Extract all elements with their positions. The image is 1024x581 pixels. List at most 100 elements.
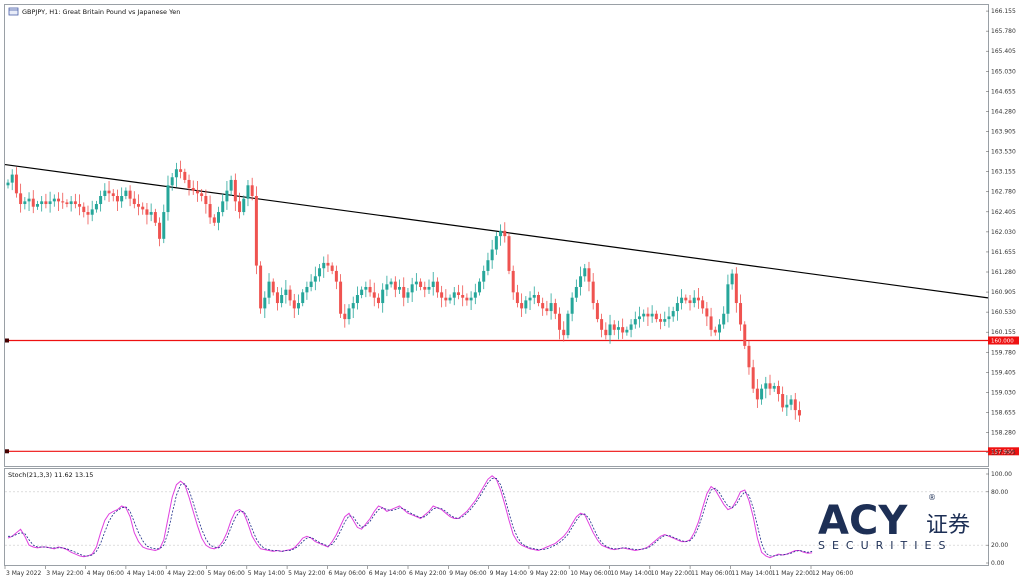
price-tick-label: 165.030 <box>991 68 1016 75</box>
bull-candle <box>229 179 233 191</box>
bear-candle <box>747 345 751 368</box>
bear-candle <box>402 286 406 298</box>
bear-candle <box>612 324 616 330</box>
stoch-tick-label: 20.00 <box>991 542 1008 549</box>
bear-candle <box>208 204 212 218</box>
price-tick-label: 159.780 <box>991 349 1016 356</box>
acy-logo: ACY ® 证券 SECURITIES <box>818 493 970 552</box>
bull-candle <box>381 289 385 304</box>
bear-candle <box>734 273 738 304</box>
price-tick-label: 158.655 <box>991 409 1016 416</box>
price-tick-label: 164.280 <box>991 108 1016 115</box>
bull-candle <box>90 209 94 215</box>
bear-candle <box>776 386 780 395</box>
bull-candle <box>663 319 667 322</box>
bear-candle <box>755 388 759 400</box>
bear-candle <box>250 185 254 196</box>
level-price-tag-text: 160.000 <box>991 339 1014 345</box>
price-axis: 166.155 165.780 165.405 165.030 164.655 164.2… <box>986 8 1016 457</box>
bull-candle <box>322 262 326 269</box>
bull-candle <box>166 185 170 213</box>
bull-candle <box>532 295 536 298</box>
bear-candle <box>595 303 599 320</box>
bear-candle <box>238 201 242 213</box>
bull-candle <box>431 281 435 287</box>
chart-title: GBPJPY, H1: Great Britain Pound vs Japan… <box>22 8 180 16</box>
bear-candle <box>368 286 372 293</box>
price-tick-label: 165.405 <box>991 48 1016 55</box>
bear-candle <box>393 281 397 290</box>
bull-candle <box>174 169 178 178</box>
bear-candle <box>793 399 797 411</box>
bull-candle <box>692 297 696 304</box>
bull-candle <box>772 386 776 389</box>
logo-registered-mark: ® <box>928 493 936 502</box>
bull-candle <box>162 212 166 239</box>
bear-candle <box>82 206 86 213</box>
bull-candle <box>355 295 359 304</box>
level-anchor <box>5 338 9 343</box>
candlestick-series <box>6 160 801 422</box>
price-tick-label: 157.905 <box>991 450 1016 457</box>
price-tick-label: 163.155 <box>991 169 1016 176</box>
bull-candle <box>524 300 528 309</box>
bull-candle <box>351 303 355 309</box>
bull-candle <box>490 249 494 261</box>
time-tick-label: 6 May 14:00 <box>369 570 407 577</box>
stoch-tick-label: 100.00 <box>991 471 1012 478</box>
bear-candle <box>587 268 591 282</box>
bull-candle <box>103 190 107 196</box>
level-price-tag-text: 157.930 <box>991 449 1014 455</box>
price-tick-label: 162.405 <box>991 209 1016 216</box>
bull-candle <box>263 297 267 309</box>
bear-candle <box>183 171 187 180</box>
logo-wordmark: ACY <box>818 498 908 544</box>
bull-candle <box>583 268 587 277</box>
price-tick-label: 166.155 <box>991 8 1016 15</box>
bear-candle <box>14 174 18 194</box>
bear-candle <box>57 198 61 202</box>
chart-window-icon[interactable] <box>8 7 19 16</box>
bull-candle <box>284 289 288 296</box>
bear-candle <box>511 270 515 293</box>
bear-candle <box>275 292 279 304</box>
bull-candle <box>722 313 726 325</box>
price-tick-label: 158.280 <box>991 430 1016 437</box>
price-tick-label: 160.905 <box>991 289 1016 296</box>
bull-candle <box>242 198 246 213</box>
bull-candle <box>221 201 225 213</box>
time-tick-label: 5 May 14:00 <box>248 570 286 577</box>
bear-candle <box>200 193 204 196</box>
bull-candle <box>52 198 56 202</box>
bull-candle <box>625 329 629 333</box>
price-tick-label: 160.530 <box>991 309 1016 316</box>
bull-candle <box>398 286 402 290</box>
bull-candle <box>406 292 410 298</box>
bear-candle <box>507 236 511 271</box>
price-tick-label: 159.405 <box>991 369 1016 376</box>
bear-candle <box>153 212 157 223</box>
bull-candle <box>318 268 322 277</box>
time-tick-label: 5 May 22:00 <box>288 570 326 577</box>
bull-candle <box>448 297 452 301</box>
bull-candle <box>452 292 456 298</box>
bull-candle <box>410 284 414 293</box>
horizontal-levels[interactable]: 160.000 157.930 <box>5 336 1019 456</box>
bull-candle <box>642 313 646 317</box>
bear-candle <box>107 190 111 194</box>
bull-candle <box>566 313 570 336</box>
bull-candle <box>217 212 220 223</box>
bull-candle <box>633 319 637 325</box>
bear-candle <box>65 202 69 205</box>
time-tick-label: 6 May 06:00 <box>328 570 366 577</box>
bear-candle <box>292 300 296 309</box>
bull-candle <box>482 270 486 282</box>
bear-candle <box>520 303 524 309</box>
bear-candle <box>541 303 545 309</box>
bear-candle <box>591 281 595 304</box>
bear-candle <box>768 383 772 389</box>
bull-candle <box>225 190 229 202</box>
bull-candle <box>69 201 73 205</box>
bull-candle <box>427 286 431 290</box>
bull-candle <box>760 388 764 400</box>
